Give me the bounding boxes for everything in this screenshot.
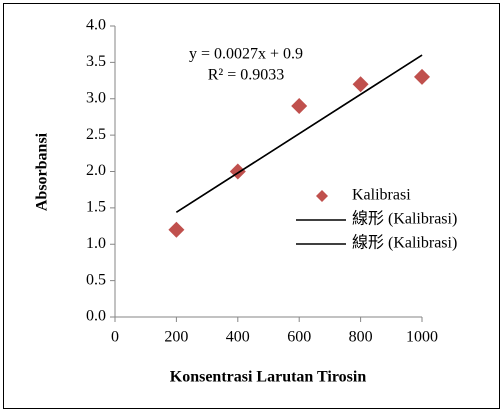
equation: y = 0.0027x + 0.9 — [189, 46, 303, 63]
r-squared: R² = 0.9033 — [208, 67, 285, 84]
legend-marker — [316, 190, 328, 202]
legend-label: Kalibrasi — [352, 187, 411, 204]
data-point — [168, 221, 185, 238]
x-tick-label: 800 — [349, 329, 373, 346]
data-point — [414, 68, 430, 85]
trendline — [175, 54, 423, 213]
y-tick-label: 0.0 — [86, 308, 106, 325]
legend-label: 線形 (Kalibrasi) — [352, 234, 457, 252]
x-tick-label: 0 — [111, 329, 119, 346]
chart-border — [3, 3, 500, 409]
x-axis-label: Konsentrasi Larutan Tirosin — [170, 369, 367, 386]
y-tick-label: 4.0 — [86, 17, 106, 34]
x-tick-label: 200 — [164, 329, 188, 346]
x-tick-label: 400 — [226, 329, 250, 346]
legend-label: 線形 (Kalibrasi) — [352, 210, 457, 228]
y-tick-label: 2.5 — [86, 126, 106, 143]
y-tick-label: 1.5 — [86, 199, 106, 216]
x-tick-label: 1000 — [406, 329, 438, 346]
y-tick-label: 3.0 — [86, 89, 106, 106]
y-tick-label: 2.0 — [86, 162, 106, 179]
y-tick-label: 0.5 — [86, 271, 106, 288]
y-axis-label: Absorbansi — [34, 132, 51, 211]
y-tick-label: 1.0 — [86, 235, 106, 252]
data-point — [352, 76, 369, 93]
data-point — [291, 98, 308, 115]
y-tick-label: 3.5 — [86, 53, 106, 70]
x-tick-label: 600 — [287, 329, 311, 346]
